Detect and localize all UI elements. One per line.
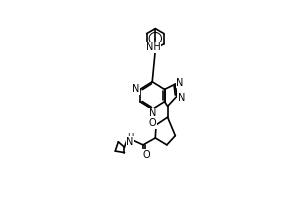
Text: N: N	[176, 78, 184, 88]
Text: O: O	[142, 150, 150, 160]
Text: O: O	[148, 118, 156, 128]
Text: N: N	[148, 108, 156, 118]
Text: N: N	[126, 137, 134, 147]
Text: N: N	[178, 93, 185, 103]
Text: N: N	[132, 84, 140, 94]
Text: H: H	[127, 133, 133, 142]
Text: NH: NH	[146, 42, 160, 52]
